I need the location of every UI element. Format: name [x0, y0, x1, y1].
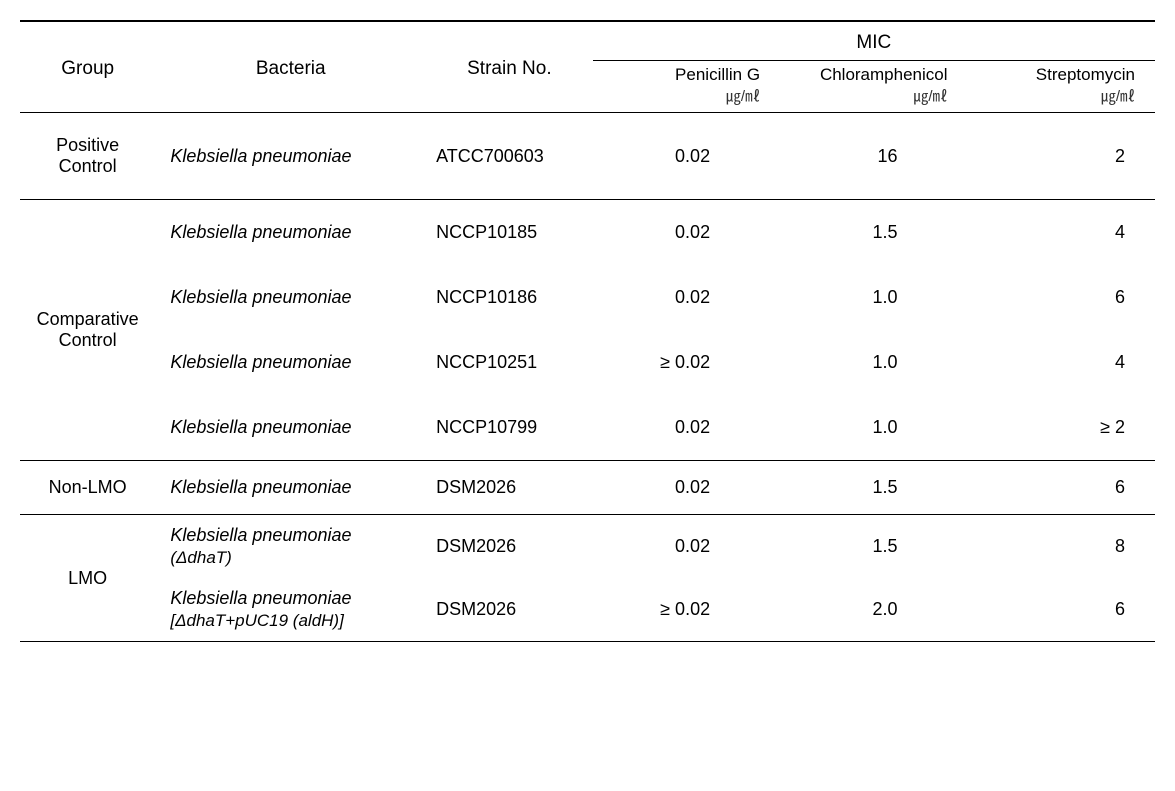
value-cell: 6: [968, 461, 1155, 515]
value-cell: 1.5: [780, 515, 967, 579]
table-row: ComparativeControl Klebsiella pneumoniae…: [20, 200, 1155, 266]
strain-cell: NCCP10185: [426, 200, 593, 266]
bacteria-cell: Klebsiella pneumoniae [ΔdhaT+pUC19 (aldH…: [155, 578, 426, 642]
value-cell: 0.02: [593, 395, 780, 461]
header-bacteria: Bacteria: [155, 21, 426, 113]
value-cell: 6: [968, 265, 1155, 330]
header-col-penicillin: Penicillin G: [593, 61, 780, 86]
value-cell: 6: [968, 578, 1155, 642]
value-cell: 0.02: [593, 200, 780, 266]
value-cell: 4: [968, 330, 1155, 395]
strain-cell: ATCC700603: [426, 113, 593, 200]
strain-cell: NCCP10251: [426, 330, 593, 395]
bacteria-cell: Klebsiella pneumoniae: [155, 395, 426, 461]
value-cell: 8: [968, 515, 1155, 579]
bacteria-cell: Klebsiella pneumoniae: [155, 113, 426, 200]
header-strain: Strain No.: [426, 21, 593, 113]
header-row-1: Group Bacteria Strain No. MIC: [20, 21, 1155, 61]
header-unit-1: ㎍/㎖: [780, 85, 967, 113]
group-cell: LMO: [20, 515, 155, 642]
header-group: Group: [20, 21, 155, 113]
bacteria-subtext: (ΔdhaT): [170, 548, 416, 568]
bacteria-cell: Klebsiella pneumoniae: [155, 200, 426, 266]
group-cell: ComparativeControl: [20, 200, 155, 461]
value-cell: 0.02: [593, 265, 780, 330]
table-body: PositiveControl Klebsiella pneumoniae AT…: [20, 113, 1155, 642]
value-cell: 2.0: [780, 578, 967, 642]
value-cell: ≥ 2: [968, 395, 1155, 461]
table-row: Klebsiella pneumoniae [ΔdhaT+pUC19 (aldH…: [20, 578, 1155, 642]
value-cell: 1.5: [780, 461, 967, 515]
value-cell: ≥ 0.02: [593, 330, 780, 395]
value-cell: 0.02: [593, 515, 780, 579]
mic-table: Group Bacteria Strain No. MIC Penicillin…: [20, 20, 1155, 642]
bacteria-cell: Klebsiella pneumoniae: [155, 461, 426, 515]
table-row: PositiveControl Klebsiella pneumoniae AT…: [20, 113, 1155, 200]
group-cell: Non-LMO: [20, 461, 155, 515]
bacteria-cell: Klebsiella pneumoniae (ΔdhaT): [155, 515, 426, 579]
header-col-chloramphenicol: Chloramphenicol: [780, 61, 967, 86]
value-cell: 4: [968, 200, 1155, 266]
value-cell: 1.0: [780, 395, 967, 461]
value-cell: 1.0: [780, 265, 967, 330]
value-cell: 1.5: [780, 200, 967, 266]
bacteria-cell: Klebsiella pneumoniae: [155, 265, 426, 330]
strain-cell: NCCP10186: [426, 265, 593, 330]
strain-cell: DSM2026: [426, 578, 593, 642]
bacteria-cell: Klebsiella pneumoniae: [155, 330, 426, 395]
value-cell: 0.02: [593, 113, 780, 200]
strain-cell: NCCP10799: [426, 395, 593, 461]
strain-cell: DSM2026: [426, 461, 593, 515]
table-row: Non-LMO Klebsiella pneumoniae DSM2026 0.…: [20, 461, 1155, 515]
header-unit-0: ㎍/㎖: [593, 85, 780, 113]
header-unit-2: ㎍/㎖: [968, 85, 1155, 113]
table-row: Klebsiella pneumoniae NCCP10799 0.02 1.0…: [20, 395, 1155, 461]
value-cell: 1.0: [780, 330, 967, 395]
header-col-streptomycin: Streptomycin: [968, 61, 1155, 86]
value-cell: 2: [968, 113, 1155, 200]
table-row: LMO Klebsiella pneumoniae (ΔdhaT) DSM202…: [20, 515, 1155, 579]
table-row: Klebsiella pneumoniae NCCP10251 ≥ 0.02 1…: [20, 330, 1155, 395]
value-cell: 0.02: [593, 461, 780, 515]
strain-cell: DSM2026: [426, 515, 593, 579]
value-cell: ≥ 0.02: [593, 578, 780, 642]
bacteria-subtext: [ΔdhaT+pUC19 (aldH)]: [170, 611, 416, 631]
table-row: Klebsiella pneumoniae NCCP10186 0.02 1.0…: [20, 265, 1155, 330]
header-mic: MIC: [593, 21, 1155, 61]
value-cell: 16: [780, 113, 967, 200]
group-cell: PositiveControl: [20, 113, 155, 200]
